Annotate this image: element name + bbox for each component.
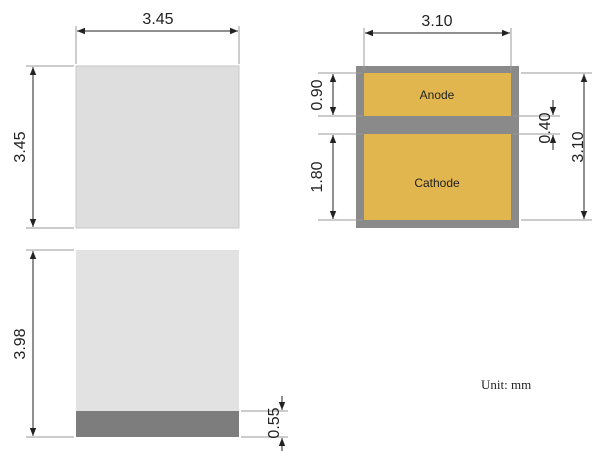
side-height-label: 3.98 bbox=[12, 328, 29, 359]
cathode-height-label: 1.80 bbox=[309, 161, 326, 192]
side-view: 3.98 0.55 bbox=[12, 249, 288, 451]
top-view-body bbox=[75, 65, 240, 229]
top-view: 3.45 3.45 bbox=[12, 11, 240, 229]
pad-width-label: 3.10 bbox=[421, 13, 452, 30]
anode-pad bbox=[364, 73, 511, 116]
top-width-label: 3.45 bbox=[142, 11, 173, 28]
cathode-label: Cathode bbox=[414, 176, 460, 190]
unit-note: Unit: mm bbox=[481, 377, 531, 392]
gap-label: 0.40 bbox=[537, 112, 554, 143]
side-base-label: 0.55 bbox=[266, 407, 283, 438]
side-view-base bbox=[76, 411, 239, 437]
pad-view: Anode Cathode 3.10 0.90 1.80 0.40 3.10 bbox=[309, 13, 592, 228]
side-view-body bbox=[76, 250, 239, 411]
anode-height-label: 0.90 bbox=[309, 79, 326, 110]
anode-label: Anode bbox=[420, 88, 455, 102]
top-height-label: 3.45 bbox=[12, 131, 29, 162]
pad-height-label: 3.10 bbox=[570, 131, 587, 162]
cathode-pad bbox=[364, 134, 511, 220]
